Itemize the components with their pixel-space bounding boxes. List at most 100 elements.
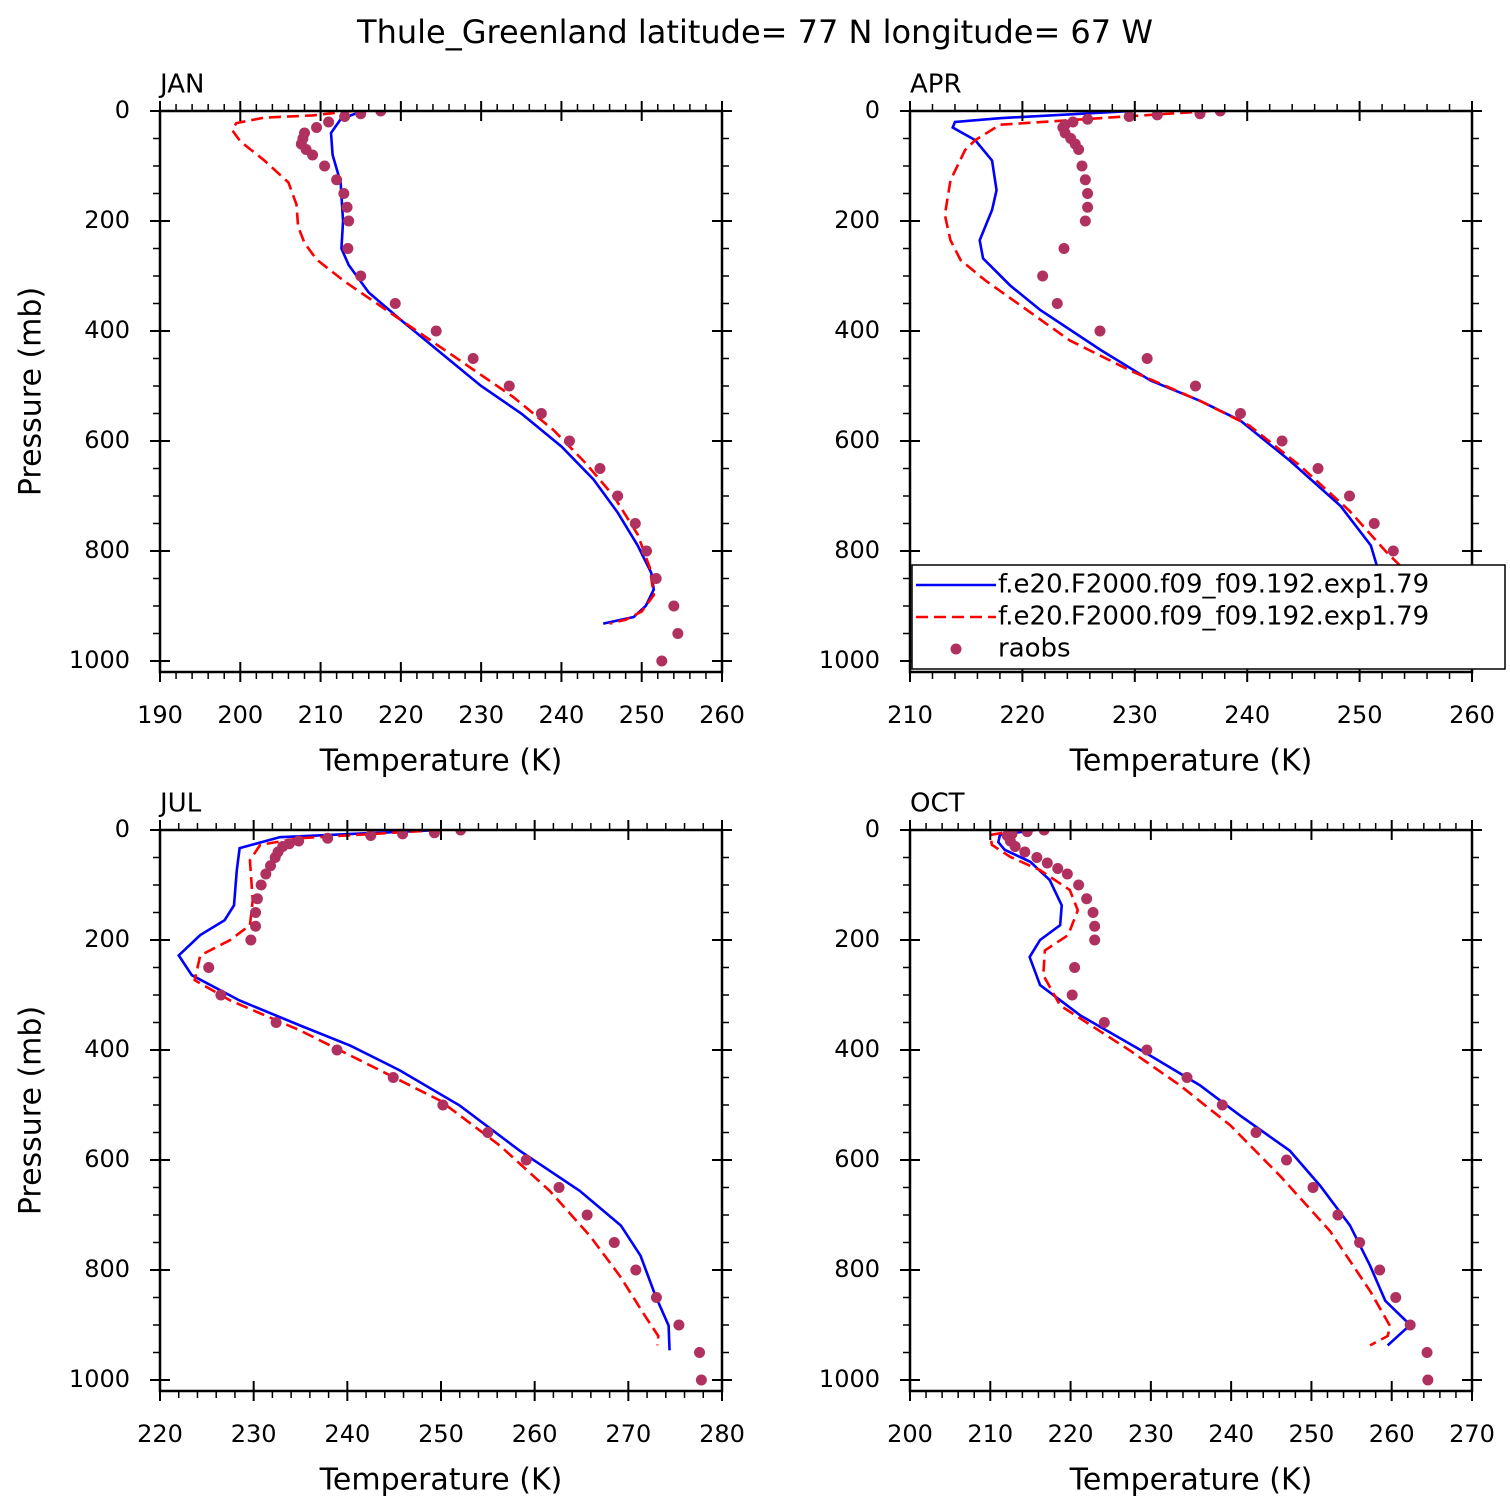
raob-point	[1250, 1127, 1262, 1138]
y-tick-label: 800	[84, 536, 130, 564]
raob-point	[339, 111, 351, 122]
y-tick-label: 200	[84, 925, 130, 953]
raob-point	[1031, 852, 1043, 863]
raob-point	[1052, 863, 1064, 874]
raob-point	[672, 628, 684, 639]
x-tick-label: 230	[231, 1420, 277, 1448]
plot-frame	[908, 828, 1474, 1393]
raob-point	[307, 149, 319, 161]
x-tick-label: 220	[137, 1420, 183, 1448]
raob-point	[553, 1182, 565, 1193]
x-tick-label: 250	[1337, 701, 1383, 729]
raob-point	[1194, 111, 1206, 120]
x-tick-label: 270	[1449, 1420, 1495, 1448]
legend-label: f.e20.F2000.f09_f09.192.exp1.79	[998, 602, 1429, 632]
raob-point	[608, 1237, 620, 1248]
raob-point	[482, 1127, 494, 1138]
profile-line	[951, 111, 1409, 627]
x-tick-label: 210	[967, 1420, 1013, 1448]
raob-point	[1009, 841, 1021, 852]
raob-point	[467, 353, 479, 364]
y-tick-label: 800	[84, 1255, 130, 1283]
profile-line	[988, 830, 1392, 1347]
x-tick-label: 240	[539, 701, 585, 729]
raob-point	[215, 989, 227, 1001]
raob-point	[1019, 846, 1031, 858]
raob-point	[311, 122, 323, 133]
raob-point	[1073, 879, 1085, 891]
figure-title: Thule_Greenland latitude= 77 N longitude…	[356, 13, 1153, 51]
raob-point	[1390, 1292, 1402, 1303]
x-tick-label: 210	[298, 701, 344, 729]
x-tick-label: 260	[699, 701, 745, 729]
raob-point	[1069, 962, 1081, 973]
x-tick-label: 230	[1128, 1420, 1174, 1448]
x-tick-label: 220	[999, 701, 1045, 729]
raob-point	[1214, 111, 1226, 117]
y-tick-label: 800	[834, 536, 880, 564]
x-axis-label: Temperature (K)	[319, 1463, 563, 1498]
raob-point	[245, 934, 257, 946]
raob-point	[1061, 868, 1073, 880]
raob-point	[1422, 1374, 1434, 1386]
raob-point	[694, 1347, 706, 1358]
raob-point	[375, 111, 387, 117]
y-tick-label: 600	[834, 426, 880, 454]
raob-point	[1343, 490, 1355, 502]
y-tick-label: 400	[834, 1035, 880, 1063]
raob-point	[1307, 1182, 1319, 1193]
legend-box	[911, 564, 1506, 670]
raob-point	[1041, 857, 1053, 869]
raob-point	[322, 832, 334, 844]
profile-line	[177, 830, 671, 1351]
raob-point	[1058, 243, 1070, 254]
x-axis-label: Temperature (K)	[1069, 744, 1313, 779]
y-tick-label: 400	[834, 316, 880, 344]
raob-point	[1066, 989, 1078, 1001]
raob-point	[1368, 518, 1380, 529]
x-tick-label: 250	[1289, 1420, 1335, 1448]
raob-point	[1332, 1209, 1344, 1221]
raob-point	[629, 518, 641, 529]
x-tick-label: 250	[619, 701, 665, 729]
x-tick-label: 220	[378, 701, 424, 729]
raob-point	[331, 174, 343, 186]
x-tick-label: 190	[137, 701, 183, 729]
plot-frame	[158, 828, 724, 1393]
raob-point	[1082, 201, 1094, 213]
raob-point	[641, 545, 653, 557]
y-tick-label: 600	[834, 1145, 880, 1173]
raob-point	[503, 380, 515, 392]
raob-point	[1374, 1264, 1386, 1276]
raob-point	[1076, 160, 1088, 172]
raob-point	[594, 463, 606, 474]
plot-area	[230, 111, 684, 667]
x-axis-label: Temperature (K)	[319, 744, 563, 779]
y-tick-label: 400	[84, 316, 130, 344]
raob-point	[695, 1374, 707, 1386]
panel-title: APR	[910, 70, 962, 100]
raob-point	[1037, 270, 1049, 282]
x-tick-label: 260	[1369, 1420, 1415, 1448]
raob-point	[1081, 893, 1093, 905]
raob-point	[293, 835, 305, 847]
raob-point	[387, 1072, 399, 1083]
y-axis-label: Pressure (mb)	[14, 287, 49, 496]
raob-point	[338, 188, 350, 199]
legend-label: raobs	[998, 634, 1071, 664]
x-tick-label: 260	[512, 1420, 558, 1448]
raob-point	[437, 1099, 449, 1111]
raob-point	[355, 111, 367, 120]
y-tick-label: 200	[84, 206, 130, 234]
raob-point	[1141, 353, 1153, 364]
raob-point	[1098, 1017, 1110, 1028]
raob-point	[1094, 325, 1106, 337]
y-tick-label: 400	[84, 1035, 130, 1063]
raob-point	[673, 1319, 685, 1331]
y-tick-label: 200	[834, 925, 880, 953]
raob-point	[250, 907, 262, 918]
raob-point	[1141, 1044, 1153, 1056]
raob-point	[389, 298, 401, 309]
raob-point	[581, 1209, 593, 1221]
raob-point	[630, 1264, 642, 1276]
